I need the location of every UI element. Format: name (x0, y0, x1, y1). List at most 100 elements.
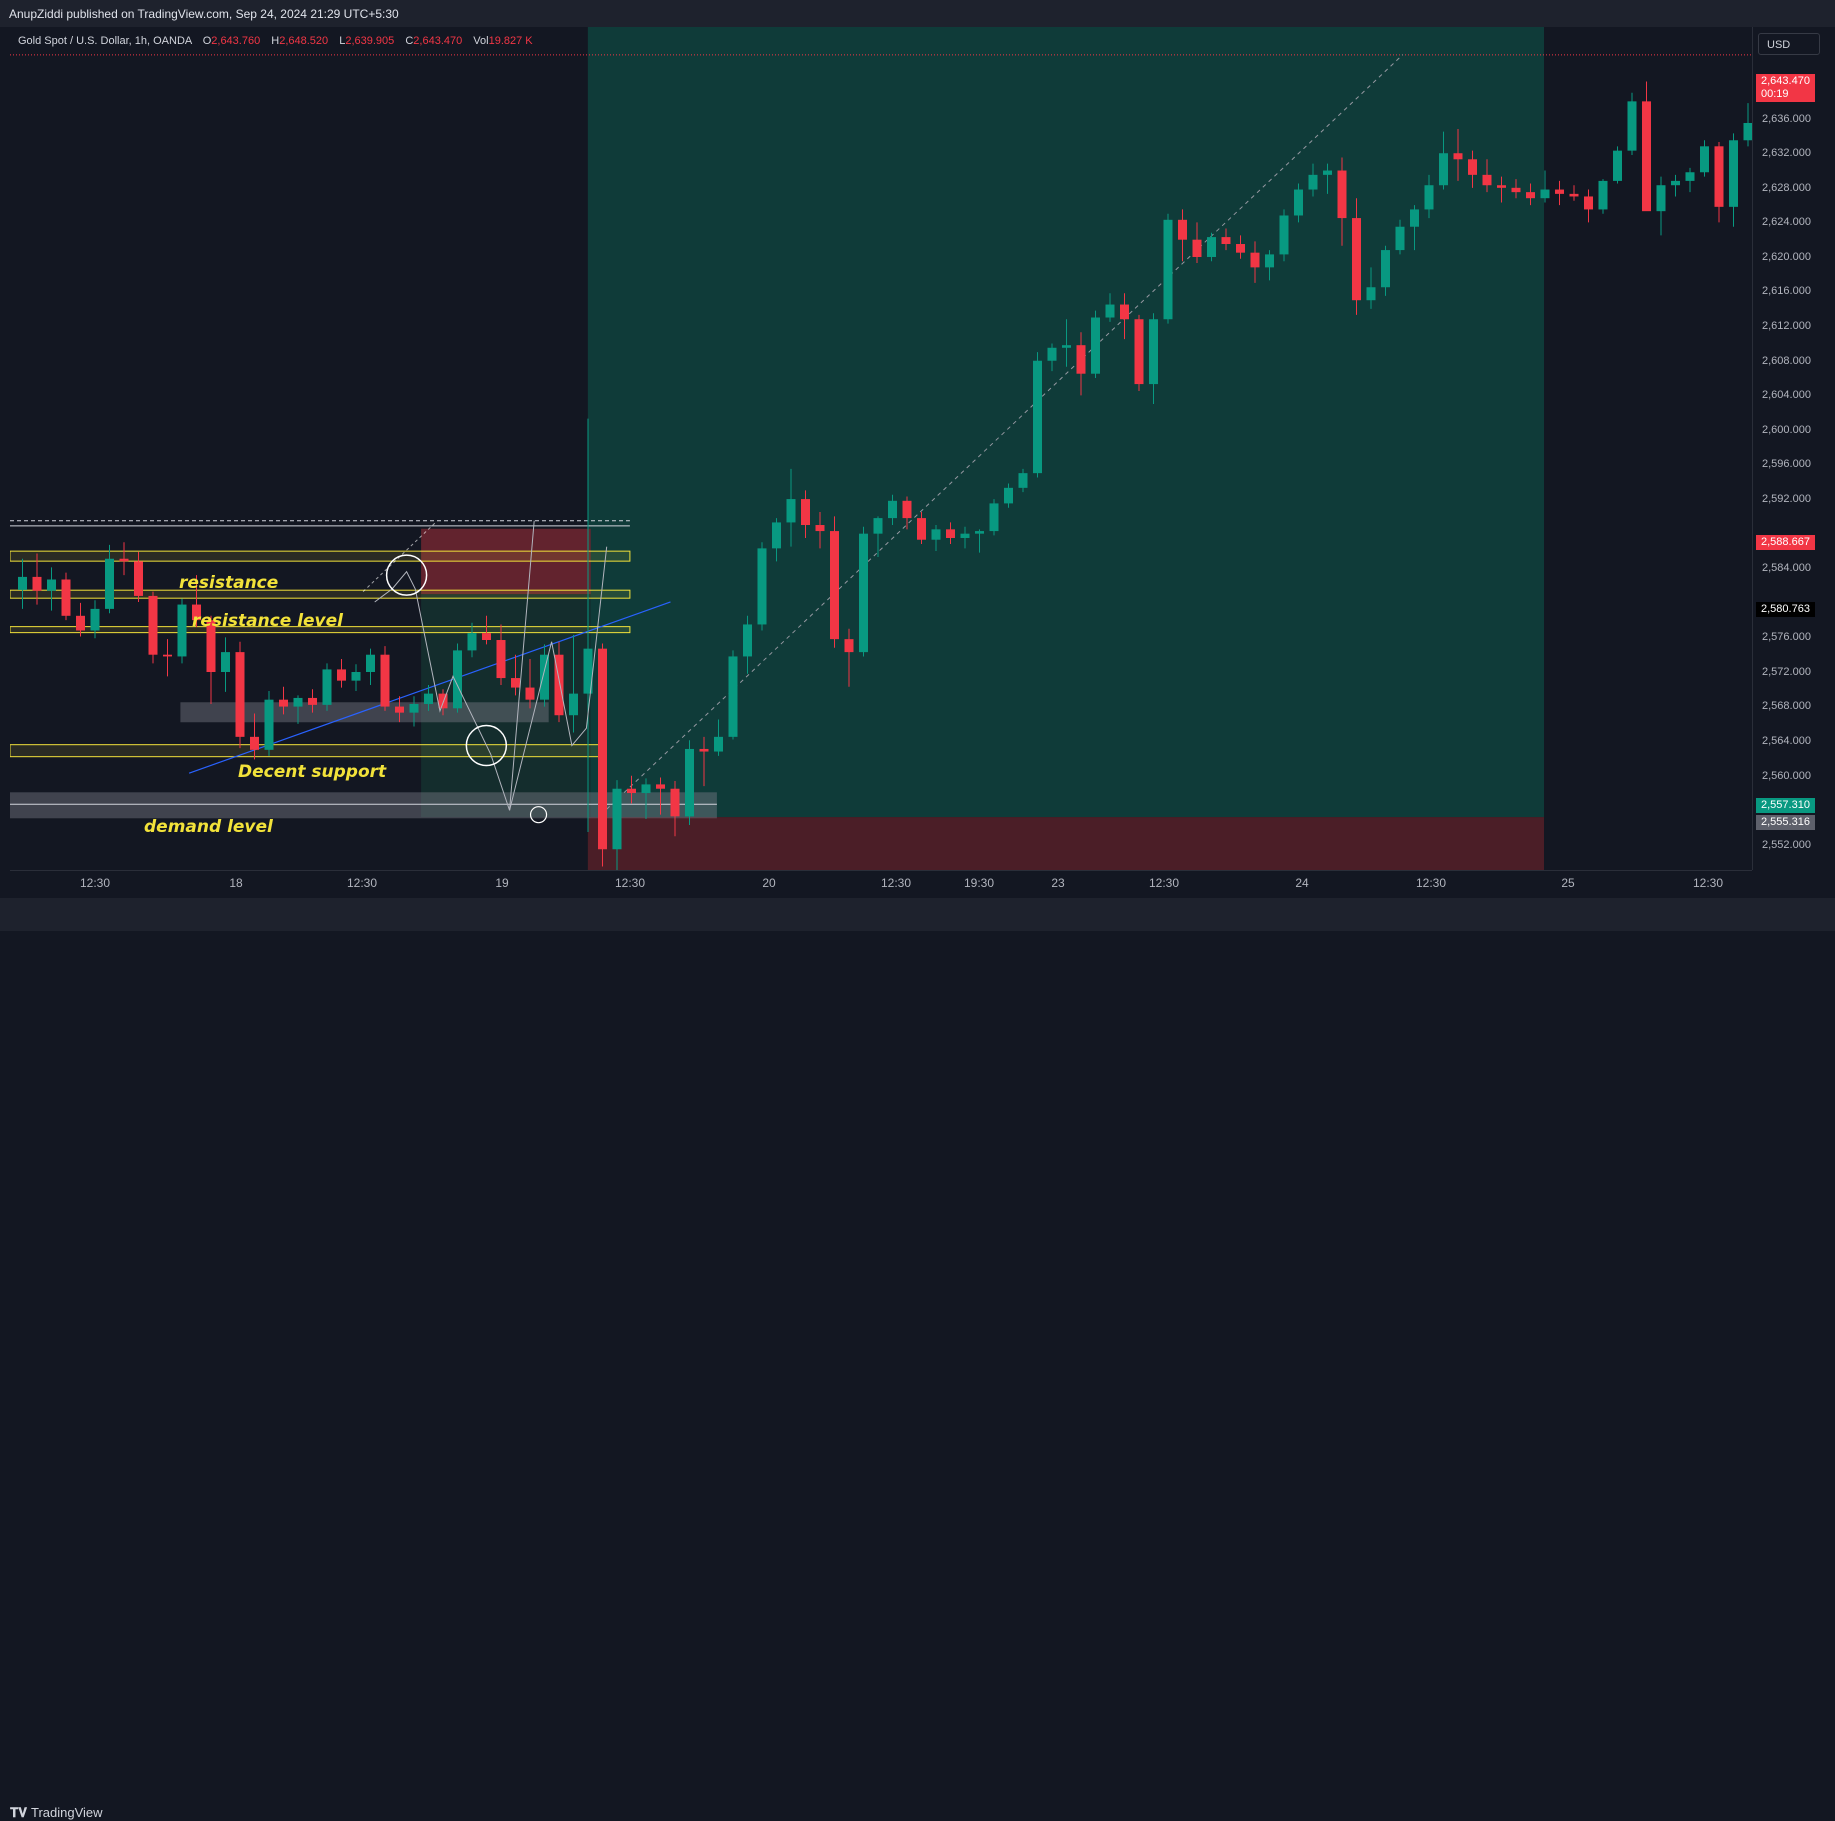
crosshair-price-tag: 2,580.763 (1756, 602, 1815, 617)
candle-body (1424, 185, 1434, 210)
candle-body (975, 531, 984, 534)
candle-body (496, 640, 506, 679)
low-value: 2,639.905 (345, 35, 395, 47)
candle-body (32, 576, 42, 591)
candle-body (1714, 146, 1724, 207)
price-tick: 2,628.000 (1762, 181, 1811, 194)
demand-level-tag: 2,555.316 (1756, 815, 1815, 830)
price-tick: 2,560.000 (1762, 769, 1811, 782)
annotation-demand-level: demand level (144, 817, 273, 837)
projection-path-2 (509, 546, 608, 811)
candle-body (1047, 347, 1057, 361)
price-tick: 2,592.000 (1762, 492, 1811, 505)
candle-body (18, 576, 27, 590)
candle-body (670, 788, 680, 817)
price-tick: 2,568.000 (1762, 700, 1811, 713)
candle-body (1366, 287, 1376, 301)
candlestick-chart[interactable] (10, 27, 1752, 870)
rejection-circle (385, 554, 428, 596)
price-tick: 2,564.000 (1762, 735, 1811, 748)
candle-body (322, 669, 332, 705)
candle-body (1497, 185, 1506, 188)
time-tick: 12:30 (1415, 876, 1447, 890)
candle-body (728, 656, 738, 737)
candle-body (844, 639, 854, 653)
candle-body (801, 499, 810, 526)
candle-body (1381, 250, 1390, 288)
candle-body (1207, 237, 1216, 257)
time-tick: 12:30 (79, 876, 111, 890)
candle-body (1511, 187, 1521, 193)
time-tick: 12:30 (1692, 876, 1724, 890)
time-tick: 12:30 (346, 876, 378, 890)
candle-body (177, 604, 187, 657)
candle-body (1352, 218, 1361, 301)
price-tick: 2,596.000 (1762, 458, 1811, 471)
candle-body (1250, 252, 1260, 268)
price-axis[interactable] (1752, 27, 1835, 870)
candle-body (1410, 209, 1419, 227)
candle-body (627, 788, 636, 794)
resistance-zone (10, 550, 631, 562)
candle-body (554, 654, 564, 716)
decent-support-zone (10, 744, 602, 758)
candle-body (1178, 219, 1187, 240)
candle-body (235, 652, 245, 737)
candle-body (1091, 317, 1100, 374)
candle-body (1105, 304, 1115, 318)
candle-body (163, 654, 172, 657)
candle-body (61, 579, 71, 616)
footer-bar: 𝐓𝐕 TradingView (0, 898, 1835, 1820)
candle-body (395, 706, 404, 713)
candle-body (656, 784, 665, 789)
candle-body (888, 500, 897, 519)
tradingview-brand[interactable]: 𝐓𝐕 TradingView (10, 1805, 103, 1821)
candle-body (714, 736, 723, 752)
price-tick: 2,632.000 (1762, 147, 1811, 160)
candle-body (105, 558, 114, 609)
candle-body (743, 624, 752, 657)
symbol-legend: Gold Spot / U.S. Dollar, 1h, OANDA O2,64… (18, 35, 533, 47)
close-value: 2,643.470 (413, 35, 463, 47)
candle-body (1685, 172, 1695, 181)
candle-body (1700, 146, 1709, 173)
time-axis[interactable] (10, 870, 1752, 899)
tradingview-logo-icon: 𝐓𝐕 (10, 1805, 27, 1820)
candle-body (830, 531, 839, 640)
low-label: L (339, 35, 346, 47)
candle-body (1453, 153, 1463, 160)
candle-body (1033, 360, 1042, 474)
time-tick: 12:30 (1148, 876, 1180, 890)
open-value: 2,643.760 (211, 35, 261, 47)
candle-body (786, 499, 796, 523)
candle-body (1395, 226, 1405, 251)
candle-body (989, 503, 999, 532)
candle-body (1439, 153, 1448, 186)
demand-circle (529, 806, 548, 824)
candle-body (148, 595, 158, 655)
high-value: 2,648.520 (279, 35, 329, 47)
support-circle (465, 724, 508, 767)
candle-body (380, 654, 390, 707)
price-tick: 2,600.000 (1762, 423, 1811, 436)
candle-body (1221, 237, 1231, 245)
candle-body (685, 748, 694, 817)
volume-label: Vol (473, 35, 489, 47)
candle-body (612, 788, 622, 850)
profit-zone (587, 27, 1544, 818)
candle-body (1265, 254, 1274, 268)
candle-body (351, 672, 361, 681)
candle-body (337, 669, 346, 681)
chart-plot-area[interactable] (10, 27, 1752, 870)
candle-body (1018, 473, 1028, 488)
candle-body (90, 608, 100, 631)
candle-body (1192, 239, 1202, 257)
candle-body (424, 693, 433, 704)
candle-body (453, 650, 462, 709)
candle-body (757, 548, 767, 625)
currency-selector[interactable]: USD (1758, 33, 1820, 55)
candle-body (960, 533, 970, 538)
candle-body (902, 500, 912, 519)
candle-body (815, 525, 825, 532)
candle-body (598, 648, 607, 850)
